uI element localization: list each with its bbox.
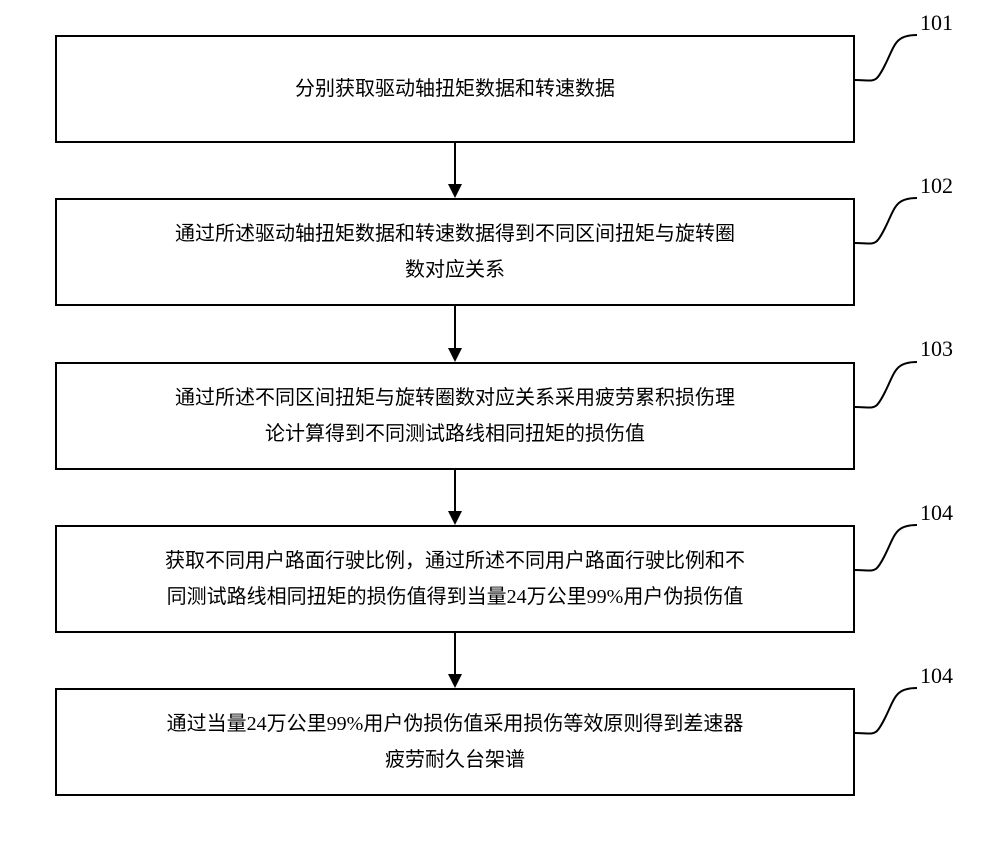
connector-4 — [855, 520, 920, 580]
connector-5 — [855, 683, 920, 743]
connector-3 — [855, 357, 920, 417]
arrow-4-5-line — [454, 633, 456, 674]
connector-2 — [855, 193, 920, 253]
arrow-3-4-line — [454, 470, 456, 511]
flow-step-1-text: 分别获取驱动轴扭矩数据和转速数据 — [295, 71, 615, 107]
label-102: 102 — [920, 173, 953, 199]
label-103: 103 — [920, 336, 953, 362]
flow-step-2: 通过所述驱动轴扭矩数据和转速数据得到不同区间扭矩与旋转圈 数对应关系 — [55, 198, 855, 306]
flow-step-3-text: 通过所述不同区间扭矩与旋转圈数对应关系采用疲劳累积损伤理 论计算得到不同测试路线… — [175, 380, 735, 452]
arrow-2-3-line — [454, 306, 456, 348]
label-101: 101 — [920, 10, 953, 36]
arrow-1-2-head — [448, 184, 462, 198]
arrow-3-4-head — [448, 511, 462, 525]
connector-1 — [855, 30, 920, 90]
flowchart-canvas: 分别获取驱动轴扭矩数据和转速数据 101 通过所述驱动轴扭矩数据和转速数据得到不… — [0, 0, 1000, 855]
arrow-4-5-head — [448, 674, 462, 688]
flow-step-2-text: 通过所述驱动轴扭矩数据和转速数据得到不同区间扭矩与旋转圈 数对应关系 — [175, 216, 735, 288]
flow-step-4-text: 获取不同用户路面行驶比例，通过所述不同用户路面行驶比例和不 同测试路线相同扭矩的… — [165, 543, 745, 615]
arrow-1-2-line — [454, 143, 456, 184]
arrow-2-3-head — [448, 348, 462, 362]
label-104b: 104 — [920, 663, 953, 689]
flow-step-4: 获取不同用户路面行驶比例，通过所述不同用户路面行驶比例和不 同测试路线相同扭矩的… — [55, 525, 855, 633]
flow-step-5-text: 通过当量24万公里99%用户伪损伤值采用损伤等效原则得到差速器 疲劳耐久台架谱 — [167, 706, 744, 778]
flow-step-1: 分别获取驱动轴扭矩数据和转速数据 — [55, 35, 855, 143]
flow-step-3: 通过所述不同区间扭矩与旋转圈数对应关系采用疲劳累积损伤理 论计算得到不同测试路线… — [55, 362, 855, 470]
label-104a: 104 — [920, 500, 953, 526]
flow-step-5: 通过当量24万公里99%用户伪损伤值采用损伤等效原则得到差速器 疲劳耐久台架谱 — [55, 688, 855, 796]
